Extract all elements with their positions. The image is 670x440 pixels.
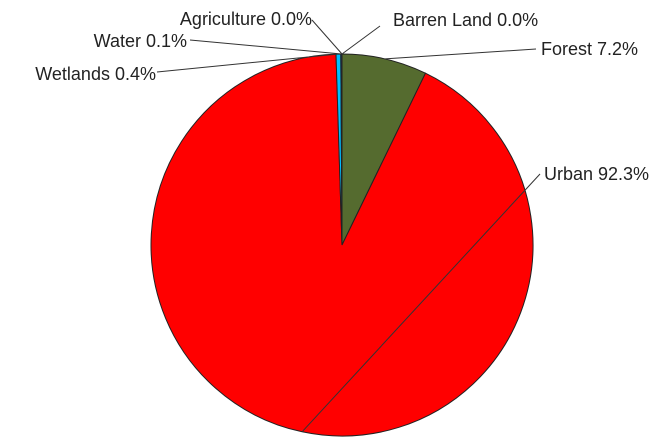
leader-line-forest xyxy=(384,48,537,60)
slice-label-agriculture: Agriculture 0.0% xyxy=(180,9,312,29)
slice-label-urban: Urban 92.3% xyxy=(544,164,649,184)
slice-label-barren-land: Barren Land 0.0% xyxy=(393,10,538,30)
leader-line-barren-land xyxy=(341,25,381,55)
leader-line-wetlands xyxy=(156,53,339,73)
leader-line-urban xyxy=(301,173,541,433)
leader-line-agriculture xyxy=(311,19,343,55)
slice-label-forest: Forest 7.2% xyxy=(541,39,638,59)
slice-label-water: Water 0.1% xyxy=(94,31,187,51)
leader-line-water xyxy=(189,39,342,55)
slice-label-wetlands: Wetlands 0.4% xyxy=(35,64,156,84)
